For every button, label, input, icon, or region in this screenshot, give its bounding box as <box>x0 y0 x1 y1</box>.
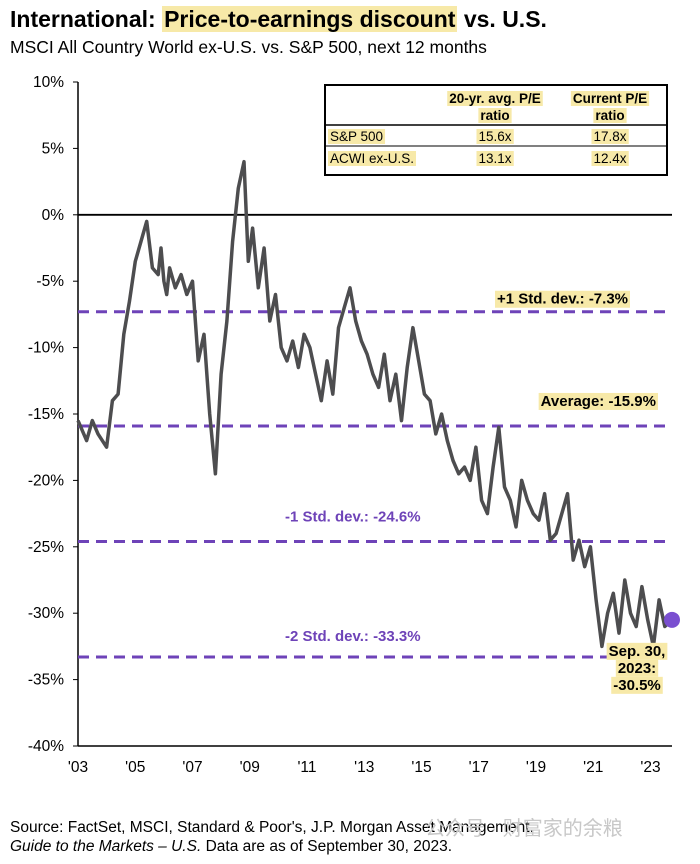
current-point-label: Sep. 30, <box>609 643 666 660</box>
current-point-label: 2023: <box>618 660 656 677</box>
y-tick-label: -35% <box>28 672 64 689</box>
x-tick-label: '15 <box>411 759 431 776</box>
table-cell-avg: 15.6x <box>478 129 511 144</box>
table-header-avg-bg <box>478 108 512 123</box>
chart-title: International: Price-to-earnings discoun… <box>10 6 547 32</box>
table-row-name: S&P 500 <box>330 129 383 144</box>
y-tick-label: -30% <box>28 605 64 622</box>
y-tick-label: -5% <box>36 273 64 290</box>
x-tick-label: '09 <box>240 759 260 776</box>
table-header-avg: 20-yr. avg. P/E <box>449 91 541 106</box>
y-tick-label: -20% <box>28 472 64 489</box>
current-point-label-bg <box>611 676 663 694</box>
y-tick-label: 0% <box>42 207 65 224</box>
table-row-name: ACWI ex-U.S. <box>330 151 414 166</box>
x-tick-label: '11 <box>297 759 316 776</box>
current-point-label-bg <box>606 642 668 660</box>
table-cell-avg-bg <box>476 129 514 144</box>
x-tick-label: '13 <box>354 759 374 776</box>
current-point-label-bg <box>615 659 659 677</box>
x-tick-label: '17 <box>469 759 489 776</box>
y-tick-label: -15% <box>28 406 64 423</box>
x-tick-label: '05 <box>125 759 145 776</box>
table-header-avg: ratio <box>480 108 509 123</box>
table-cell-avg-bg <box>476 151 514 166</box>
table-header-current-bg <box>593 108 627 123</box>
plus1-std-label: +1 Std. dev.: -7.3% <box>497 291 628 308</box>
minus2-std-label: -2 Std. dev.: -33.3% <box>285 628 421 645</box>
y-tick-label: 10% <box>33 74 64 91</box>
x-tick-label: '23 <box>640 759 660 776</box>
table-cell-current: 12.4x <box>593 151 626 166</box>
footer-source: Source: FactSet, MSCI, Standard & Poor's… <box>10 819 534 855</box>
table-cell-current-bg <box>591 129 629 144</box>
table-header-current-bg <box>570 91 650 106</box>
table-cell-avg: 13.1x <box>478 151 511 166</box>
y-tick-label: 5% <box>42 140 65 157</box>
x-tick-label: '07 <box>182 759 202 776</box>
watermark: 公众号 · 财富家的余粮 <box>425 818 623 840</box>
x-tick-label: '03 <box>68 759 88 776</box>
y-tick-label: -40% <box>28 738 64 755</box>
table-header-avg-bg <box>447 91 543 106</box>
table-row-name-bg <box>328 151 417 166</box>
table-header-current: Current P/E <box>573 91 647 106</box>
table-header-current: ratio <box>595 108 624 123</box>
table-cell-current-bg <box>591 151 629 166</box>
table-row-name-bg <box>328 129 386 144</box>
x-tick-label: '21 <box>583 759 603 776</box>
x-tick-label: '19 <box>526 759 546 776</box>
y-tick-label: -10% <box>28 340 64 357</box>
minus1-std-label: -1 Std. dev.: -24.6% <box>285 508 421 525</box>
pe-discount-chart: 10%5%0%-5%-10%-15%-20%-25%-30%-35%-40%'0… <box>28 74 680 776</box>
average-label-bg <box>538 392 658 410</box>
current-point <box>664 611 680 628</box>
plus1-std-label-bg <box>494 290 630 308</box>
pe-discount-line <box>76 159 674 649</box>
current-point-label: -30.5% <box>613 677 661 694</box>
y-tick-label: -25% <box>28 539 64 556</box>
average-label: Average: -15.9% <box>541 393 656 410</box>
table-cell-current: 17.8x <box>593 129 626 144</box>
chart-subtitle: MSCI All Country World ex-U.S. vs. S&P 5… <box>10 37 487 57</box>
